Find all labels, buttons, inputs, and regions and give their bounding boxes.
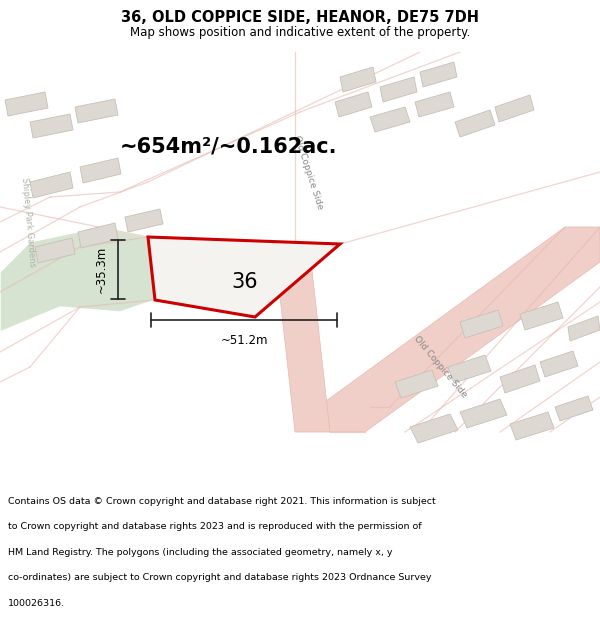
Text: to Crown copyright and database rights 2023 and is reproduced with the permissio: to Crown copyright and database rights 2…	[8, 522, 421, 531]
Text: Contains OS data © Crown copyright and database right 2021. This information is : Contains OS data © Crown copyright and d…	[8, 497, 436, 506]
Polygon shape	[300, 227, 600, 432]
Polygon shape	[275, 252, 330, 432]
Polygon shape	[460, 310, 503, 338]
Text: Shipley Park Gardens: Shipley Park Gardens	[20, 177, 37, 267]
Text: ~35.3m: ~35.3m	[95, 246, 108, 293]
Polygon shape	[5, 92, 48, 116]
Text: Map shows position and indicative extent of the property.: Map shows position and indicative extent…	[130, 26, 470, 39]
Text: ~51.2m: ~51.2m	[220, 334, 268, 347]
Text: Old Coppice Side: Old Coppice Side	[412, 334, 469, 399]
Polygon shape	[148, 237, 340, 317]
Polygon shape	[540, 351, 578, 377]
Polygon shape	[455, 110, 495, 137]
Polygon shape	[420, 62, 457, 87]
Polygon shape	[380, 77, 417, 102]
Polygon shape	[555, 396, 593, 421]
Text: co-ordinates) are subject to Crown copyright and database rights 2023 Ordnance S: co-ordinates) are subject to Crown copyr…	[8, 573, 431, 582]
Polygon shape	[395, 370, 438, 398]
Polygon shape	[460, 399, 507, 428]
Text: 36: 36	[231, 272, 258, 292]
Text: ~654m²/~0.162ac.: ~654m²/~0.162ac.	[120, 137, 337, 157]
Polygon shape	[30, 114, 73, 138]
Text: HM Land Registry. The polygons (including the associated geometry, namely x, y: HM Land Registry. The polygons (includin…	[8, 548, 392, 557]
Polygon shape	[30, 172, 73, 198]
Polygon shape	[568, 316, 600, 341]
Polygon shape	[495, 95, 534, 122]
Polygon shape	[35, 238, 75, 263]
Polygon shape	[80, 158, 121, 183]
Polygon shape	[78, 223, 118, 248]
Polygon shape	[510, 412, 554, 440]
Polygon shape	[75, 99, 118, 123]
Polygon shape	[520, 302, 563, 330]
Text: 100026316.: 100026316.	[8, 599, 65, 608]
Text: 36, OLD COPPICE SIDE, HEANOR, DE75 7DH: 36, OLD COPPICE SIDE, HEANOR, DE75 7DH	[121, 11, 479, 26]
Polygon shape	[335, 92, 372, 117]
Polygon shape	[370, 107, 410, 132]
Text: Old Coppice Side: Old Coppice Side	[292, 134, 324, 210]
Polygon shape	[340, 67, 376, 92]
Polygon shape	[410, 414, 458, 443]
Polygon shape	[415, 92, 454, 117]
Polygon shape	[500, 365, 540, 393]
Polygon shape	[125, 209, 163, 232]
Polygon shape	[0, 227, 155, 432]
Polygon shape	[448, 355, 491, 383]
